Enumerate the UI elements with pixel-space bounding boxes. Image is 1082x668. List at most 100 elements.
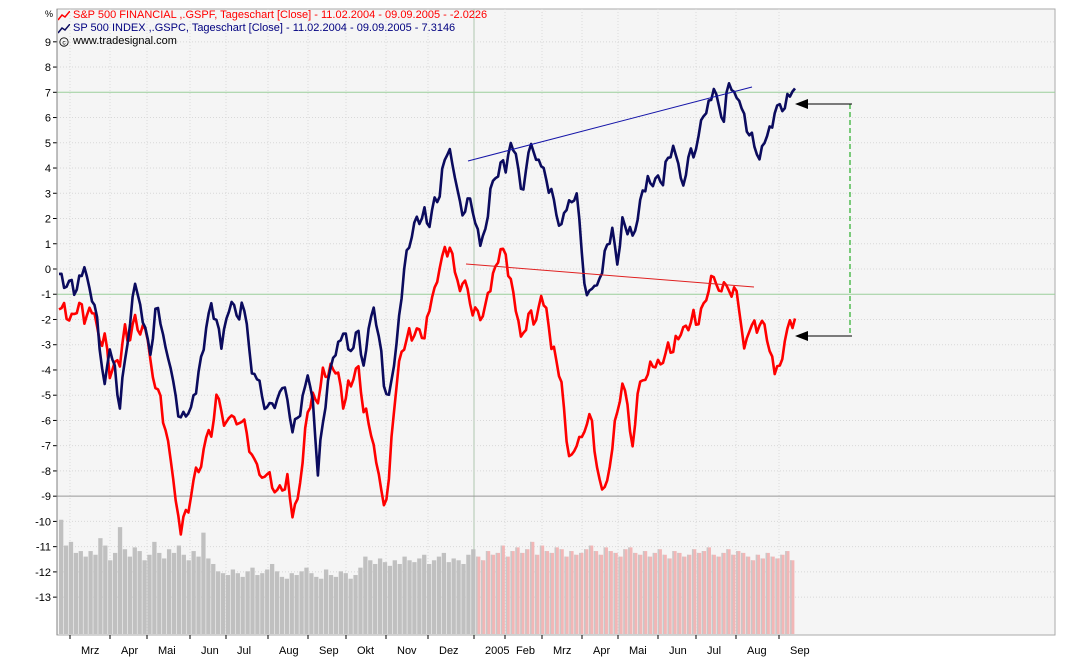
volume-bar	[260, 573, 265, 634]
volume-bar	[633, 552, 638, 634]
y-tick-label: 7	[45, 87, 51, 99]
volume-bar	[333, 576, 339, 634]
volume-bar	[691, 549, 697, 634]
volume-bar-shade	[760, 558, 763, 634]
x-tick-label: Mai	[629, 645, 647, 657]
volume-bar	[137, 551, 142, 634]
volume-bar	[265, 569, 270, 634]
volume-bar	[564, 556, 569, 634]
volume-bar-shade	[559, 549, 561, 634]
volume-bar-shade	[657, 549, 660, 634]
volume-bar	[166, 549, 172, 634]
volume-bar-shade	[628, 547, 630, 634]
y-tick-label: 8	[45, 62, 51, 74]
volume-bar-shade	[608, 551, 611, 634]
volume-bar-shade	[652, 552, 655, 634]
volume-bar	[569, 551, 574, 634]
volume-bar	[181, 554, 186, 634]
svg-text:c: c	[62, 39, 66, 46]
volume-bar	[642, 551, 648, 634]
volume-bar-shade	[623, 549, 625, 634]
volume-bar	[765, 552, 770, 634]
volume-bar	[171, 552, 177, 634]
volume-bar-shade	[785, 551, 787, 634]
x-tick-label: 2005	[485, 645, 509, 657]
y-tick-labels: 9 8 7 6 5 4 3 2 1 0 -1 -2 -3 -4 -5 -6 -7 -8 -9 -10 -11 -12 -13	[35, 37, 51, 604]
volume-bar	[274, 571, 280, 634]
volume-bar	[530, 541, 535, 634]
volume-bar-shade	[667, 558, 669, 634]
volume-bar	[549, 552, 554, 634]
volume-bar	[623, 549, 628, 634]
volume-bar-shade	[549, 552, 552, 634]
volume-bar	[667, 558, 672, 634]
volume-bar-shade	[647, 556, 650, 634]
volume-bar-shade	[716, 556, 718, 634]
volume-bar	[328, 575, 334, 634]
volume-bar-shade	[584, 549, 586, 634]
volume-bar	[613, 552, 618, 634]
volume-bar-shade	[569, 551, 571, 634]
y-tick-label: 0	[45, 264, 51, 276]
volume-bar	[88, 551, 93, 634]
volume-bar-shade	[677, 552, 679, 634]
volume-bar	[441, 552, 447, 634]
volume-bar	[245, 571, 250, 634]
y-tick-label: 4	[45, 163, 51, 175]
line-series-icon	[58, 10, 70, 20]
volume-bar	[186, 560, 191, 634]
annotations	[465, 86, 852, 341]
volume-bar-shade	[736, 551, 738, 634]
volume-bar-shade	[495, 552, 498, 634]
volume-bar	[480, 560, 486, 634]
volume-bar	[323, 569, 329, 634]
volume-bar	[559, 549, 564, 634]
volume-bar-shade	[500, 545, 503, 634]
volume-bar	[652, 552, 658, 634]
volume-bar	[451, 558, 456, 634]
volume-bar	[741, 552, 746, 634]
volume-bar	[534, 554, 540, 634]
volume-bar	[427, 563, 432, 634]
volume-bar-shade	[642, 551, 645, 634]
volume-bar	[78, 551, 83, 634]
volume-bar-shade	[780, 554, 782, 634]
volume-bar	[59, 519, 64, 634]
volume-bar-shade	[726, 549, 728, 634]
volume-bar	[142, 560, 147, 634]
volume-bar	[284, 578, 290, 634]
y-tick-label: 6	[45, 113, 51, 125]
legend: S&P 500 FINANCIAL ,.GSPF, Tageschart [Cl…	[58, 9, 487, 48]
volume-bar-shade	[613, 552, 615, 634]
x-tick-label: Aug	[279, 645, 299, 657]
volume-bar-shade	[755, 554, 758, 634]
volume-bar	[127, 556, 132, 634]
volume-bar	[152, 541, 157, 634]
volume-bar	[574, 554, 579, 634]
volume-bar	[122, 549, 128, 634]
volume-bar	[176, 545, 182, 634]
volume-bar	[235, 573, 240, 634]
volume-bar-shade	[696, 552, 699, 634]
volume-bar	[191, 551, 196, 634]
legend-label-index: SP 500 INDEX ,.GSPC, Tageschart [Close] …	[73, 22, 456, 34]
volume-bar	[618, 556, 623, 634]
volume-bar	[250, 567, 255, 634]
volume-bar	[397, 563, 402, 634]
volume-bar	[319, 578, 324, 634]
volume-bar	[216, 571, 221, 634]
volume-bar	[368, 560, 373, 634]
volume-bar	[657, 549, 662, 634]
x-tick-label: Jul	[237, 645, 251, 657]
volume-bar-shade	[790, 560, 792, 634]
plot-background	[56, 8, 1056, 636]
y-unit-label: %	[45, 9, 54, 19]
arrow-bottom-head	[795, 331, 808, 341]
volume-bar	[417, 558, 422, 634]
volume-bar-shade	[750, 560, 753, 634]
volume-bar-shade	[765, 552, 768, 634]
volume-bar	[456, 560, 461, 634]
volume-bar-shade	[510, 551, 512, 634]
volume-bar	[662, 554, 667, 634]
volume-bar	[117, 527, 123, 634]
